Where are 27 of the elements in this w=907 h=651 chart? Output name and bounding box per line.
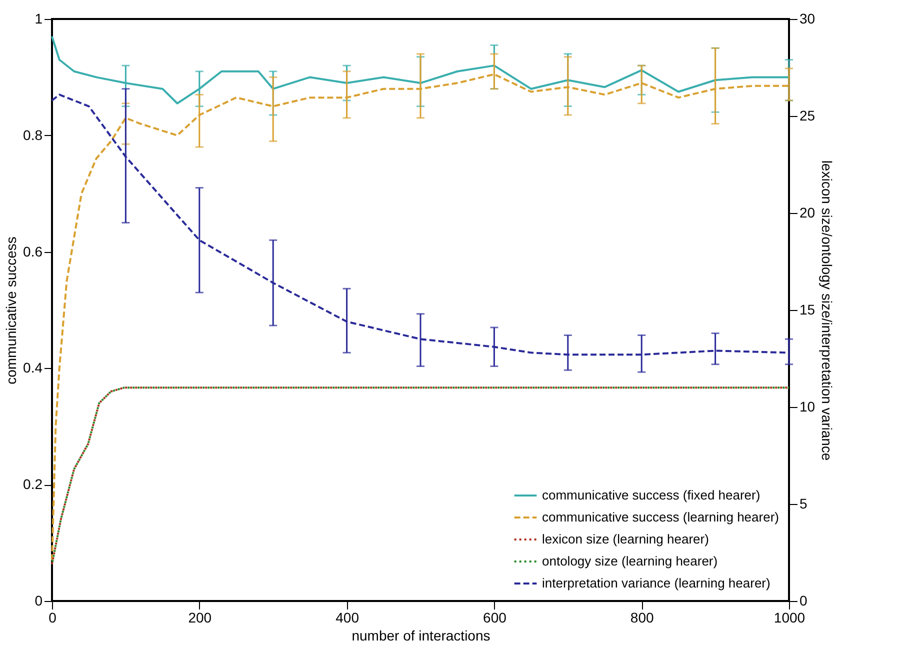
y2-axis-title: lexicon size/ontology size/interpretation variance: [819, 160, 836, 461]
y-tick-label: 0.8: [23, 126, 43, 143]
legend-label: lexicon size (learning hearer): [542, 532, 709, 546]
y2-tick-label: 20: [800, 204, 816, 220]
y2-tick-label: 25: [800, 108, 816, 124]
y2-tick-label: 0: [800, 592, 808, 608]
x-tick-label: 600: [483, 610, 507, 626]
y2-tick-label: 30: [800, 10, 816, 26]
x-tick-label: 800: [630, 610, 654, 626]
x-axis-title: number of interactions: [352, 628, 490, 644]
legend-label: ontology size (learning hearer): [542, 554, 718, 568]
y-tick-label: 0.4: [23, 360, 43, 376]
x-tick-label: 400: [336, 610, 360, 626]
y-tick-label: 0.2: [23, 476, 43, 492]
y2-tick-label: 15: [800, 302, 816, 318]
legend-label: communicative success (learning hearer): [542, 510, 779, 524]
y-tick-label: 0.6: [23, 243, 43, 260]
legend-label: interpretation variance (learning hearer): [542, 576, 770, 590]
y2-tick-label: 10: [800, 398, 816, 414]
y-axis-title: communicative success: [3, 236, 20, 384]
y-tick-label: 1: [34, 10, 43, 26]
x-tick-label: 1000: [774, 610, 806, 626]
x-tick-label: 0: [48, 610, 57, 626]
y2-tick-label: 5: [800, 496, 808, 512]
y-tick-label: 0: [34, 592, 43, 608]
legend-label: communicative success (fixed hearer): [542, 488, 760, 502]
x-tick-label: 200: [188, 610, 212, 626]
